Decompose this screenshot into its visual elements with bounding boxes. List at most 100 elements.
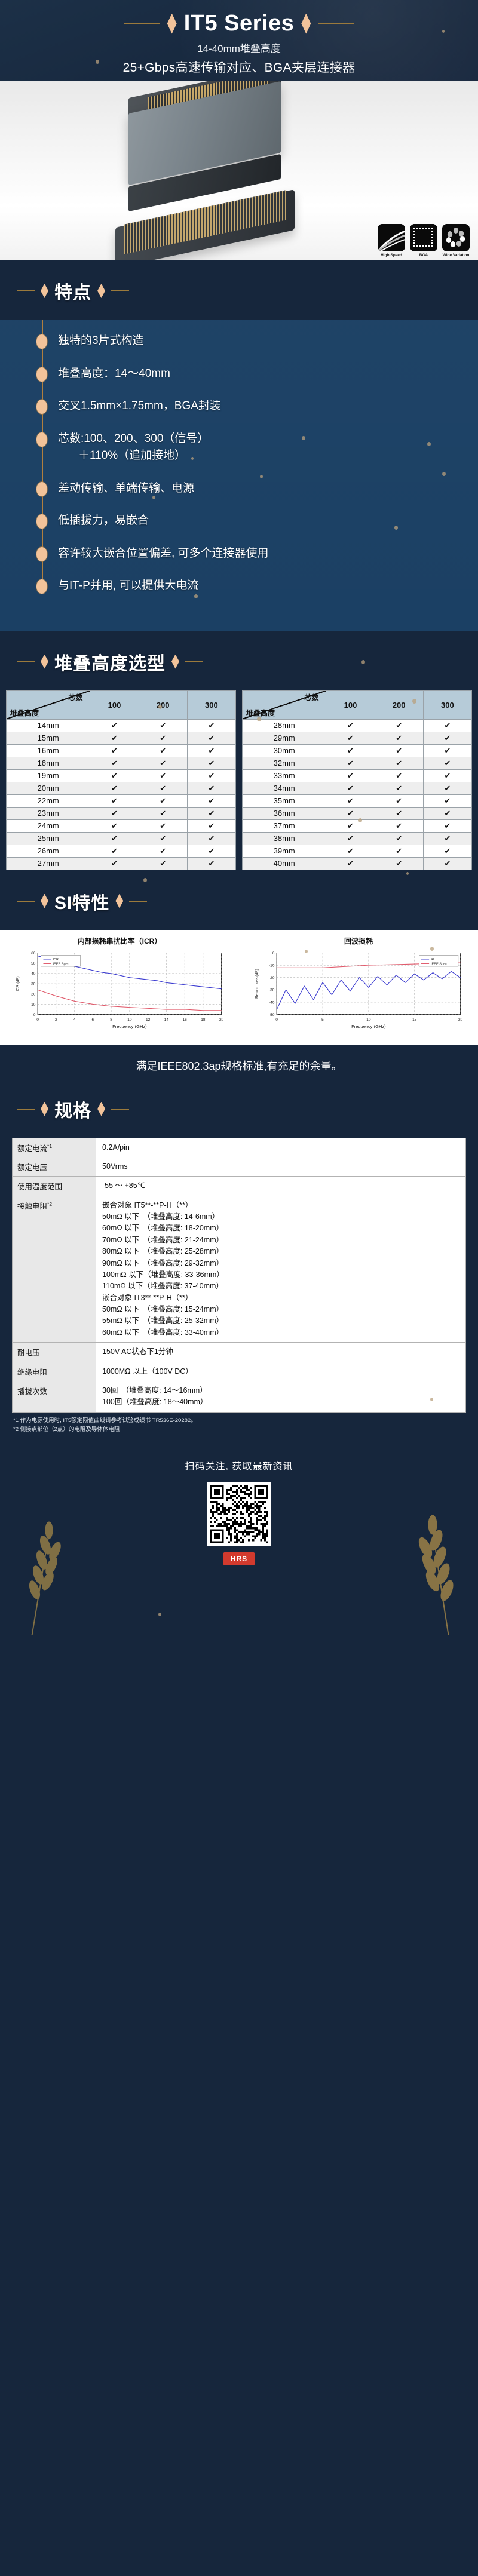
svg-text:16: 16 — [182, 1017, 187, 1021]
section-title: 堆叠高度选型 — [54, 649, 166, 675]
spec-label: 绝缘电阻 — [13, 1362, 96, 1381]
corner-bottom-label: 堆叠高度 — [246, 708, 275, 718]
spec-row: 额定电压 50Vrms — [13, 1157, 466, 1176]
availability-check-icon: ✔ — [187, 744, 235, 757]
availability-check-icon: ✔ — [139, 807, 187, 819]
column-header: 100 — [326, 690, 375, 719]
availability-check-icon: ✔ — [187, 819, 235, 832]
return-loss-plot: 0 5 10 15 20 -50 -40 -30 -20 -10 0 RLIEEE Spec Frequ… — [244, 948, 473, 1038]
column-header: 300 — [423, 690, 471, 719]
feature-item: 低插拔力，易嵌合 — [35, 512, 478, 530]
decorative-dot-icon — [143, 878, 147, 882]
availability-check-icon: ✔ — [423, 744, 471, 757]
feature-text: 芯数:100、200、300（信号） ＋110%（追加接地） — [58, 431, 209, 465]
spec-footnote-marker: *1 — [47, 1143, 52, 1149]
decorative-dot-icon — [406, 872, 409, 875]
stack-height-cell: 39mm — [243, 845, 326, 857]
svg-text:40: 40 — [31, 972, 36, 976]
availability-check-icon: ✔ — [375, 744, 423, 757]
diamond-left-icon — [167, 14, 177, 34]
availability-check-icon: ✔ — [187, 757, 235, 769]
availability-check-icon: ✔ — [375, 819, 423, 832]
feature-item: 堆叠高度：14～40mm — [35, 366, 478, 383]
decorative-dot-icon — [430, 947, 434, 951]
availability-check-icon: ✔ — [423, 807, 471, 819]
availability-check-icon: ✔ — [423, 819, 471, 832]
stack-height-cell: 37mm — [243, 819, 326, 832]
spec-row: 接触电阻*2 嵌合对象 IT5**-**P-H（**） 50mΩ 以下 （堆叠高度:… — [13, 1196, 466, 1343]
table-row: 38mm ✔ ✔ ✔ — [243, 832, 472, 845]
table-row: 30mm ✔ ✔ ✔ — [243, 744, 472, 757]
dash-left-icon — [17, 290, 35, 291]
infographic-page: IT5 Series 14-40mm堆叠高度 25+Gbps高速传输对应、BGA… — [0, 0, 478, 1635]
availability-check-icon: ✔ — [187, 807, 235, 819]
decorative-dot-icon — [412, 699, 416, 704]
availability-check-icon: ✔ — [326, 819, 375, 832]
svg-text:Return Loss (dB): Return Loss (dB) — [255, 969, 259, 999]
qr-code[interactable] — [207, 1482, 271, 1546]
dash-left-icon — [17, 1109, 35, 1110]
decorative-dot-icon — [361, 660, 365, 664]
svg-text:4: 4 — [73, 1017, 76, 1021]
stack-height-cell: 20mm — [7, 782, 90, 794]
diamond-right-icon — [97, 1102, 105, 1116]
feature-bullet-icon — [36, 400, 47, 414]
availability-check-icon: ✔ — [90, 832, 139, 845]
decorative-dot-icon — [358, 818, 362, 822]
spec-section: 规格 额定电流*1 0.2A/pin 额定电压 50Vrms 使用温度范围 -55 ～ +… — [0, 1078, 478, 1438]
feature-text: 独特的3片式构造 — [58, 333, 144, 350]
hero-section: IT5 Series 14-40mm堆叠高度 25+Gbps高速传输对应、BGA… — [0, 0, 478, 260]
decorative-dot-icon — [430, 1398, 433, 1401]
table-row: 14mm ✔ ✔ ✔ — [7, 719, 236, 732]
svg-text:20: 20 — [458, 1017, 463, 1021]
svg-text:5: 5 — [321, 1017, 324, 1021]
availability-check-icon: ✔ — [375, 719, 423, 732]
wheat-decoration-left — [0, 1503, 73, 1635]
availability-check-icon: ✔ — [90, 732, 139, 744]
svg-text:ICR: ICR — [53, 958, 59, 962]
spec-value: -55 ～ +85℃ — [96, 1177, 466, 1196]
stack-height-cell: 29mm — [243, 732, 326, 744]
table-row: 36mm ✔ ✔ ✔ — [243, 807, 472, 819]
stack-height-cell: 33mm — [243, 769, 326, 782]
decorative-dot-icon — [72, 902, 74, 905]
stack-height-cell: 32mm — [243, 757, 326, 769]
svg-text:10: 10 — [366, 1017, 371, 1021]
spec-table: 额定电流*1 0.2A/pin 额定电压 50Vrms 使用温度范围 -55 ～ +85℃… — [12, 1138, 466, 1413]
spec-label: 接触电阻*2 — [13, 1196, 96, 1343]
spec-value: 150V AC状态下1分钟 — [96, 1343, 466, 1362]
svg-text:0: 0 — [275, 1017, 278, 1021]
diamond-right-icon — [97, 284, 105, 298]
stack-height-cell: 23mm — [7, 807, 90, 819]
table-corner-header: 芯数 堆叠高度 — [7, 690, 90, 719]
feature-text: 交叉1.5mm×1.75mm，BGA封装 — [58, 398, 221, 415]
spec-footnote-marker: *2 — [47, 1201, 52, 1206]
availability-check-icon: ✔ — [90, 857, 139, 870]
availability-check-icon: ✔ — [326, 732, 375, 744]
svg-text:IEEE Spec: IEEE Spec — [53, 962, 69, 966]
spec-notes: *1 作为电源使用时, IT5额定限值曲线请参考试验成绩书 TR536E-202… — [13, 1416, 465, 1434]
availability-check-icon: ✔ — [187, 845, 235, 857]
feature-bullet-icon — [36, 579, 47, 594]
feature-item: 容许较大嵌合位置偏差, 可多个连接器使用 — [35, 545, 478, 563]
spec-label: 额定电压 — [13, 1157, 96, 1176]
spec-row: 使用温度范围 -55 ～ +85℃ — [13, 1177, 466, 1196]
availability-check-icon: ✔ — [326, 757, 375, 769]
decorative-dot-icon — [442, 30, 445, 33]
column-header: 100 — [90, 690, 139, 719]
spec-label: 额定电流*1 — [13, 1138, 96, 1157]
section-title: 特点 — [54, 278, 91, 304]
availability-check-icon: ✔ — [139, 857, 187, 870]
availability-check-icon: ✔ — [423, 794, 471, 807]
feature-list: 独特的3片式构造堆叠高度：14～40mm 交叉1.5mm×1.75mm，BGA封装… — [0, 320, 478, 595]
spec-value: 1000MΩ 以上（100V DC） — [96, 1362, 466, 1381]
availability-check-icon: ✔ — [375, 757, 423, 769]
spec-row: 额定电流*1 0.2A/pin — [13, 1138, 466, 1157]
availability-check-icon: ✔ — [187, 732, 235, 744]
availability-check-icon: ✔ — [90, 782, 139, 794]
decorative-dot-icon — [152, 496, 155, 499]
availability-check-icon: ✔ — [90, 719, 139, 732]
svg-text:ICR (dB): ICR (dB) — [16, 976, 20, 991]
stack-height-cell: 28mm — [243, 719, 326, 732]
diamond-left-icon — [41, 655, 48, 669]
